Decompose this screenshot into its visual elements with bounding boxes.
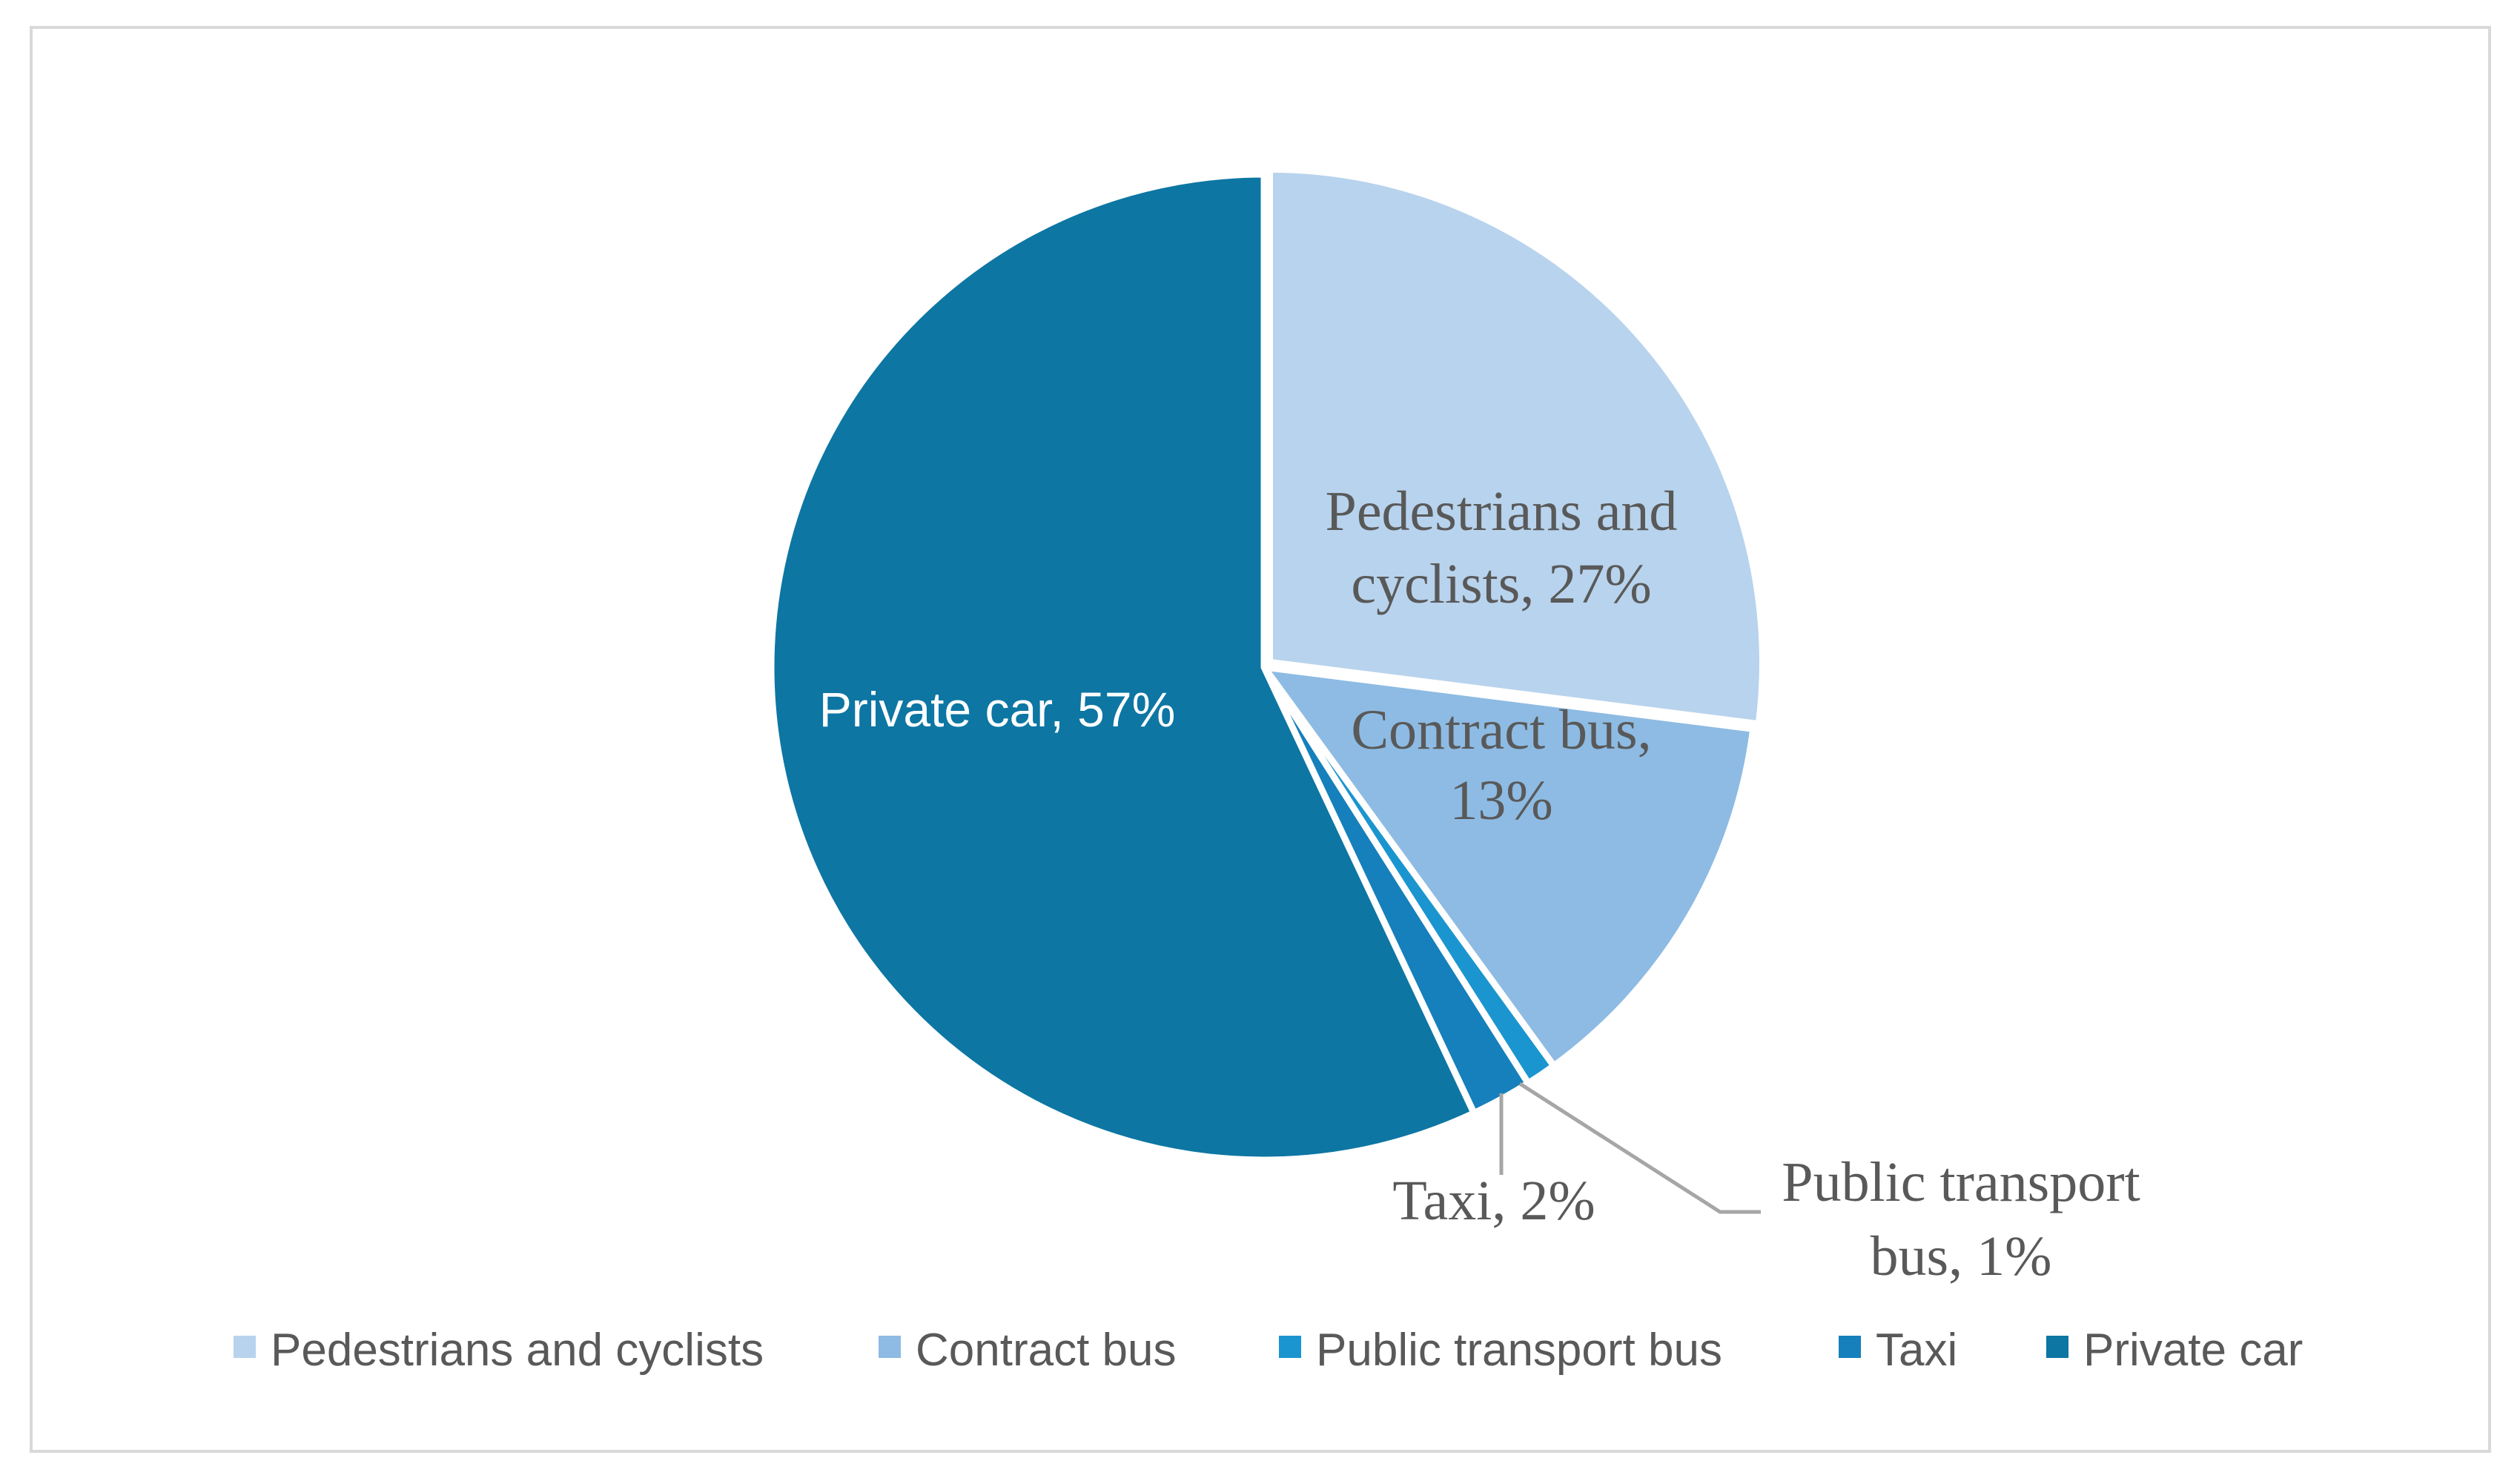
data-label-private-car: Private car, 57% [819,682,1176,737]
data-labels: Pedestrians and cyclists, 27% Contract bus… [819,480,2140,1288]
pie-slice-private-car [767,170,1478,1164]
legend-item-contract-bus: Contract bus [879,1325,1177,1376]
legend-swatch-pedestrians-and-cyclists [234,1336,256,1358]
leader-line-public-transport-bus [1518,1081,1761,1214]
data-label-taxi: Taxi, 2% [1392,1170,1595,1232]
pie-slice-contract-bus [1260,663,1757,1070]
leader-lines [1499,1081,1761,1214]
legend-label-taxi: Taxi [1876,1325,1957,1376]
legend-label-private-car: Private car [2083,1325,2303,1376]
legend-swatch-private-car [2046,1336,2068,1358]
legend-swatch-contract-bus [879,1336,901,1358]
legend-label-pedestrians-and-cyclists: Pedestrians and cyclists [271,1325,764,1376]
legend-item-pedestrians-and-cyclists: Pedestrians and cyclists [234,1325,764,1376]
legend-label-contract-bus: Contract bus [916,1325,1177,1376]
legend-item-private-car: Private car [2046,1325,2303,1376]
legend-item-taxi: Taxi [1839,1325,1957,1376]
legend-item-public-transport-bus: Public transport bus [1279,1325,1722,1376]
pie-slices [767,165,1767,1164]
pie-slice-pedestrians-and-cyclists [1266,165,1767,728]
data-label-public-transport-bus: Public transport bus, 1% [1782,1151,2140,1288]
legend-swatch-public-transport-bus [1279,1336,1301,1358]
legend: Pedestrians and cyclists Contract bus Publ… [234,1325,2303,1376]
legend-label-public-transport-bus: Public transport bus [1316,1325,1722,1376]
data-label-contract-bus: Contract bus, 13% [1351,699,1651,832]
legend-swatch-taxi [1839,1336,1861,1358]
data-label-pedestrians-and-cyclists: Pedestrians and cyclists, 27% [1326,480,1678,615]
